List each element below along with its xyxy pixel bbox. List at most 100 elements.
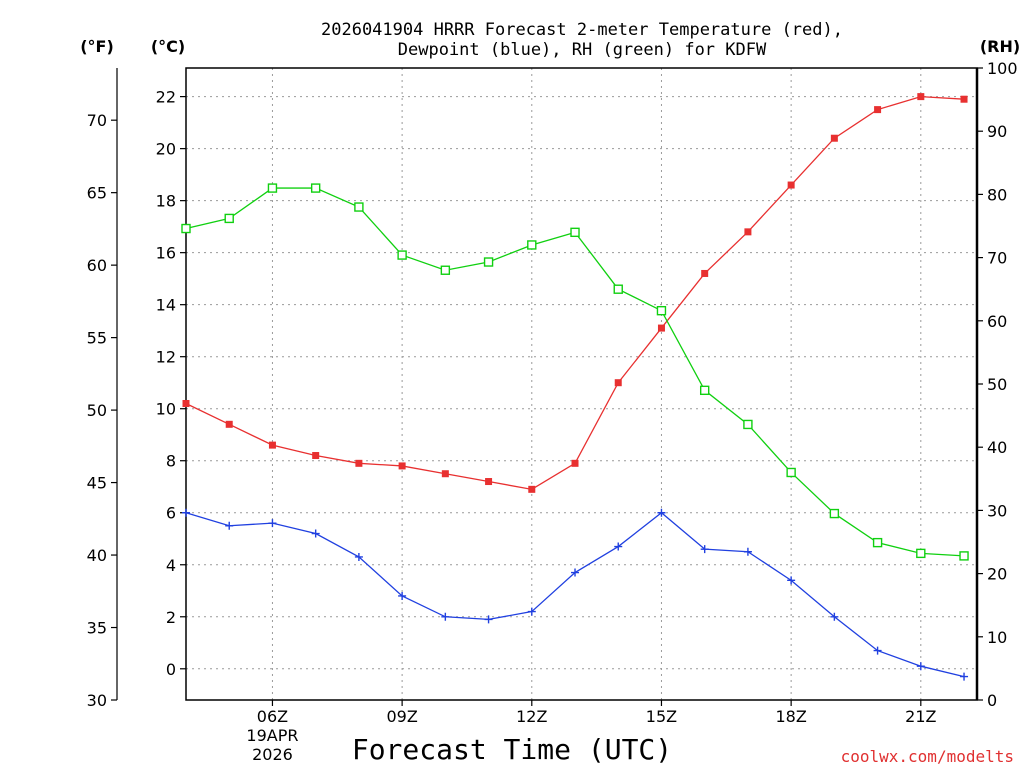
rh-point-8 (354, 202, 364, 212)
temperature-point-11 (485, 478, 493, 486)
celsius-tick-label-14: 14 (156, 296, 176, 315)
temperature-point-15 (657, 324, 665, 332)
rh-line (185, 187, 965, 557)
rh-tick-label-70: 70 (987, 249, 1007, 268)
rh-point-15 (656, 305, 667, 316)
rh-tick-label-80: 80 (987, 185, 1007, 204)
celsius-tick-label-10: 10 (156, 400, 176, 419)
rh-point-14 (613, 284, 623, 294)
celsius-tick-label-16: 16 (156, 244, 176, 263)
plot-frame (185, 67, 978, 701)
rh-tick-label-30: 30 (987, 501, 1007, 520)
rh-tick-label-60: 60 (987, 312, 1007, 331)
dewpoint-point-7 (311, 529, 320, 538)
source-credit: coolwx.com/modelts (841, 747, 1014, 766)
dewpoint-point-18 (787, 576, 796, 585)
rh-point-4 (181, 223, 191, 234)
temperature-point-12 (528, 485, 536, 493)
x-tick-label-12Z: 12Z (516, 707, 547, 726)
dewpoint-point-8 (354, 552, 363, 561)
fahrenheit-tick-label-50: 50 (87, 401, 107, 420)
rh-point-19 (829, 508, 840, 519)
temperature-point-9 (398, 462, 406, 470)
fahrenheit-tick-label-70: 70 (87, 111, 107, 130)
rh-point-5 (224, 213, 234, 224)
rh-point-12 (527, 240, 537, 250)
x-tick-label-21Z: 21Z (905, 707, 936, 726)
dewpoint-point-11 (484, 615, 493, 624)
rh-point-13 (570, 227, 580, 238)
fahrenheit-tick-label-65: 65 (87, 184, 107, 203)
rh-point-22 (959, 551, 969, 561)
celsius-tick-label-6: 6 (166, 504, 176, 523)
celsius-tick-label-20: 20 (156, 140, 176, 159)
rh-tick-label-50: 50 (987, 375, 1007, 394)
rh-tick-label-40: 40 (987, 438, 1007, 457)
rh-point-9 (397, 250, 407, 260)
temperature-point-20 (874, 106, 882, 114)
dewpoint-point-20 (873, 646, 882, 655)
temperature-point-21 (917, 93, 925, 101)
celsius-tick-label-2: 2 (166, 608, 176, 627)
temperature-line (185, 95, 965, 491)
temperature-point-5 (225, 420, 233, 428)
x-tick-date: 19APR (246, 726, 298, 745)
celsius-tick-label-8: 8 (166, 452, 176, 471)
fahrenheit-tick-label-60: 60 (87, 256, 107, 275)
chart-title-line-2: Dewpoint (blue), RH (green) for KDFW (398, 40, 767, 60)
fahrenheit-unit-label: (°F) (80, 37, 114, 56)
celsius-tick-label-22: 22 (156, 88, 176, 107)
rh-tick-label-20: 20 (987, 565, 1007, 584)
rh-tick-label-10: 10 (987, 628, 1007, 647)
dewpoint-point-4 (182, 508, 190, 517)
dewpoint-point-15 (657, 508, 666, 517)
celsius-tick-label-4: 4 (166, 556, 176, 575)
dewpoint-point-16 (700, 545, 709, 554)
rh-point-11 (483, 257, 494, 267)
rh-point-6 (267, 183, 278, 193)
temperature-point-22 (960, 95, 968, 103)
temperature-point-6 (268, 441, 276, 449)
temperature-point-17 (744, 228, 752, 236)
fahrenheit-tick-label-30: 30 (87, 691, 107, 710)
dewpoint-point-21 (916, 662, 925, 671)
x-axis-title: Forecast Time (UTC) (352, 733, 672, 766)
x-tick-label-06Z: 06Z (257, 707, 288, 726)
temperature-point-16 (701, 269, 709, 277)
rh-point-10 (440, 265, 451, 275)
rh-tick-label-0: 0 (987, 691, 997, 710)
rh-point-20 (872, 537, 883, 548)
dewpoint-point-22 (960, 672, 969, 681)
temperature-point-19 (830, 134, 838, 142)
rh-tick-label-90: 90 (987, 122, 1007, 141)
dewpoint-point-13 (571, 568, 580, 577)
temperature-point-4 (182, 400, 190, 408)
dewpoint-point-14 (614, 542, 623, 551)
dewpoint-point-9 (398, 591, 407, 600)
axes: 0 2 4 6 8 10 12 14 16 18 20 22 30 35 40 45 50 55 60 65 70 0 10… (87, 59, 1018, 764)
dewpoint-point-12 (527, 607, 536, 616)
fahrenheit-tick-label-55: 55 (87, 329, 107, 348)
data-series (181, 93, 969, 681)
rh-point-18 (786, 467, 796, 478)
dewpoint-point-5 (225, 521, 234, 530)
dewpoint-point-10 (441, 612, 450, 621)
rh-point-21 (916, 548, 926, 559)
rh-tick-label-100: 100 (987, 59, 1018, 78)
rh-point-17 (743, 419, 753, 430)
dewpoint-point-19 (830, 612, 839, 621)
fahrenheit-tick-label-45: 45 (87, 474, 107, 493)
celsius-tick-label-12: 12 (156, 348, 176, 367)
x-tick-label-18Z: 18Z (775, 707, 806, 726)
fahrenheit-tick-label-35: 35 (87, 619, 107, 638)
temperature-point-8 (355, 459, 363, 467)
fahrenheit-tick-label-40: 40 (87, 546, 107, 565)
dewpoint-point-17 (743, 547, 752, 556)
rh-unit-label: (RH) (980, 37, 1020, 56)
dewpoint-point-6 (268, 519, 277, 528)
celsius-tick-label-0: 0 (166, 660, 176, 679)
chart-title-line-1: 2026041904 HRRR Forecast 2-meter Tempera… (321, 20, 843, 40)
temperature-point-18 (787, 181, 795, 189)
dewpoint-line (185, 511, 965, 678)
